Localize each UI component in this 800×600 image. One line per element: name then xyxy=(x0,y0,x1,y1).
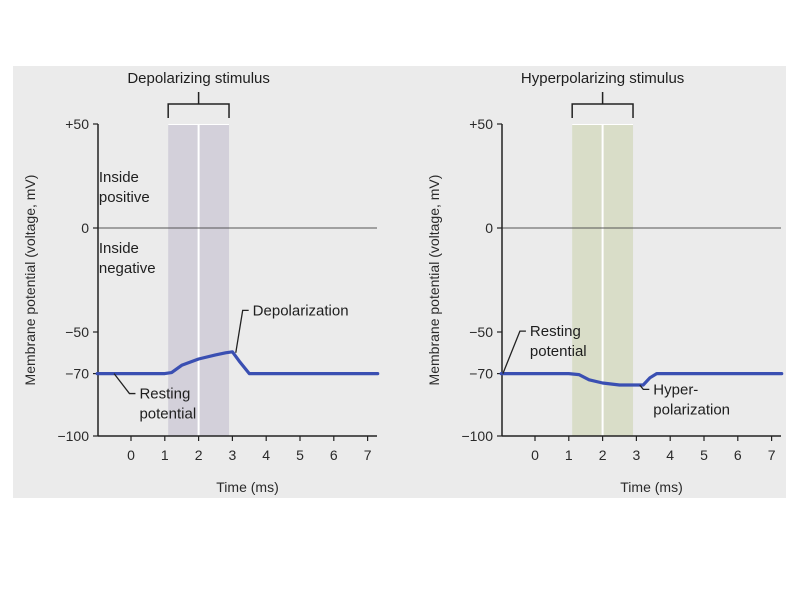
annotation-line: Inside xyxy=(99,240,139,257)
stimulus-bracket xyxy=(167,92,230,118)
annotation-line: potential xyxy=(139,406,196,423)
annotation-line: Hyper- xyxy=(653,381,698,398)
annotation-line: polarization xyxy=(653,401,730,418)
chart-panel-1: Depolarizing stimulus +50 0 −50 −70 −100 0 1 2 3 4… xyxy=(22,70,380,495)
annotation-label: Inside negative xyxy=(99,240,156,277)
x-tick-label: 7 xyxy=(768,447,776,463)
y-tick-label: 0 xyxy=(81,220,89,236)
annotation-pointer xyxy=(639,384,650,391)
charts-canvas: Depolarizing stimulus +50 0 −50 −70 −100 0 1 2 3 4… xyxy=(22,70,784,495)
annotation-line: negative xyxy=(99,260,156,277)
annotation-label: Depolarization xyxy=(253,302,349,319)
annotation-pointer xyxy=(502,330,526,374)
membrane-potential-line xyxy=(95,350,380,376)
x-tick-label: 0 xyxy=(127,447,135,463)
x-tick-label: 5 xyxy=(700,447,708,463)
x-tick-label: 4 xyxy=(666,447,674,463)
x-axis-title: Time (ms) xyxy=(216,479,278,495)
annotation-line: Depolarization xyxy=(253,302,349,319)
y-axis-title: Membrane potential (voltage, mV) xyxy=(426,175,442,386)
y-tick-label: 0 xyxy=(485,220,493,236)
x-tick-label: 2 xyxy=(195,447,203,463)
x-tick-label: 3 xyxy=(633,447,641,463)
y-tick-label: −70 xyxy=(469,366,493,382)
x-tick-label: 4 xyxy=(262,447,270,463)
y-tick-label: −50 xyxy=(65,324,89,340)
x-tick-label: 7 xyxy=(364,447,372,463)
y-tick-label: +50 xyxy=(469,116,493,132)
x-tick-label: 1 xyxy=(565,447,573,463)
annotation-pointer xyxy=(113,373,136,395)
chart-panel-2: Hyperpolarizing stimulus +50 0 −50 −70 −100 0 1… xyxy=(426,70,784,495)
x-tick-label: 5 xyxy=(296,447,304,463)
annotation-label: Hyper-polarization xyxy=(653,381,730,418)
annotation-pointer xyxy=(235,309,249,353)
membrane-potential-line xyxy=(499,372,784,387)
x-tick-label: 0 xyxy=(531,447,539,463)
y-tick-label: −100 xyxy=(461,428,493,444)
annotation-label: Resting potential xyxy=(139,386,196,423)
stimulus-label: Depolarizing stimulus xyxy=(127,70,270,87)
membrane-potential-figure: Depolarizing stimulus +50 0 −50 −70 −100 0 1 2 3 4… xyxy=(13,66,786,498)
annotation-label: Inside positive xyxy=(99,169,150,206)
x-tick-label: 6 xyxy=(330,447,338,463)
x-tick-label: 2 xyxy=(599,447,607,463)
annotation-line: Resting xyxy=(530,323,581,340)
x-tick-label: 1 xyxy=(161,447,169,463)
x-tick-label: 6 xyxy=(734,447,742,463)
y-tick-label: −50 xyxy=(469,324,493,340)
annotation-line: Resting xyxy=(139,386,190,403)
x-axis-title: Time (ms) xyxy=(620,479,682,495)
y-axis-title: Membrane potential (voltage, mV) xyxy=(22,175,38,386)
stimulus-bracket xyxy=(571,92,634,118)
y-tick-label: −70 xyxy=(65,366,89,382)
x-tick-label: 3 xyxy=(229,447,237,463)
annotation-line: positive xyxy=(99,189,150,206)
annotation-line: potential xyxy=(530,343,587,360)
y-tick-label: +50 xyxy=(65,116,89,132)
y-tick-label: −100 xyxy=(57,428,89,444)
annotation-line: Inside xyxy=(99,169,139,186)
annotation-label: Resting potential xyxy=(530,323,587,360)
stimulus-label: Hyperpolarizing stimulus xyxy=(521,70,684,87)
